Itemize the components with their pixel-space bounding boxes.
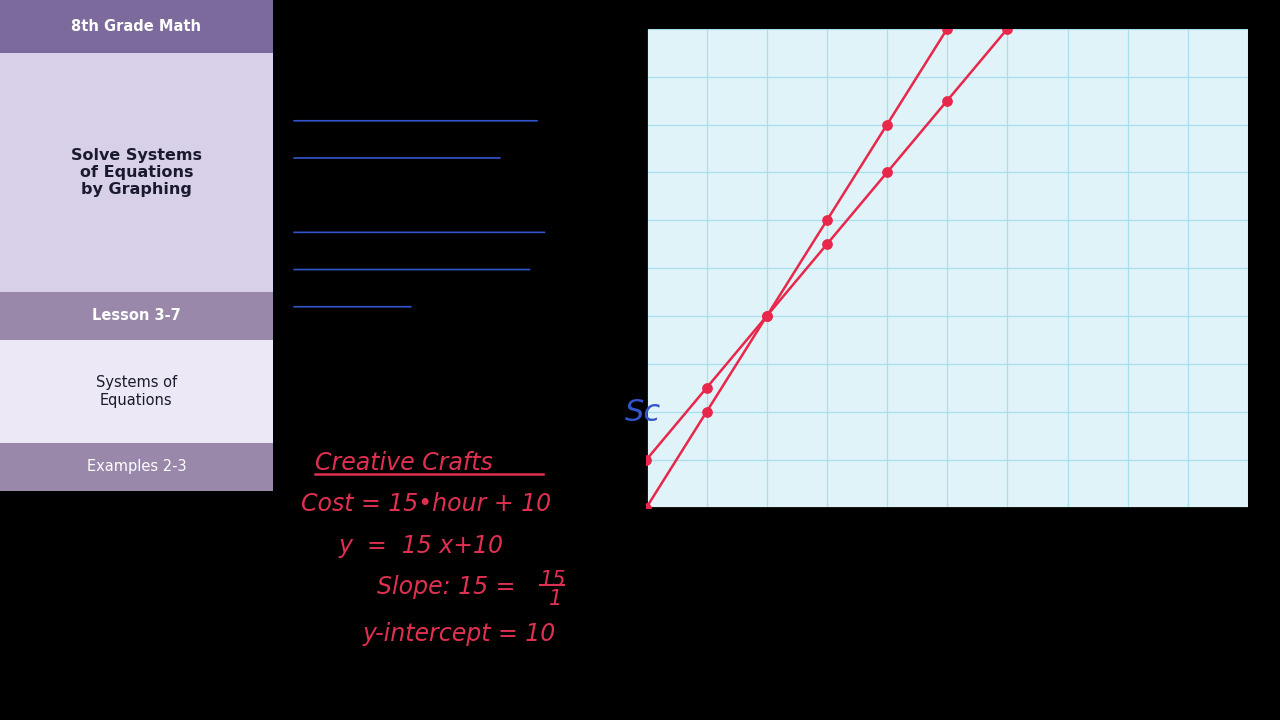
Point (877, 167, 897, 179)
Text: Systems of
Equations: Systems of Equations (96, 375, 177, 408)
Text: for $15 per hour plus: for $15 per hour plus (292, 90, 465, 105)
Bar (0, 491, 273, 720)
Text: Scrapbooks Incorporated: Scrapbooks Incorporated (292, 165, 497, 180)
Text: charges. Write and solve a: charges. Write and solve a (292, 276, 509, 292)
Bar (0, 0, 273, 53)
Text: c.  Creative Crafts  gives: c. Creative Crafts gives (292, 16, 493, 31)
Text: Examples 2-3: Examples 2-3 (87, 459, 186, 474)
Point (877, 119, 897, 130)
Text: Slope: 15 =: Slope: 15 = (376, 575, 522, 598)
Text: scrapbooking lessons: scrapbooking lessons (292, 53, 467, 68)
X-axis label: Hours: Hours (922, 534, 973, 549)
Point (696, 382, 717, 394)
Text: Interpret the solution.: Interpret the solution. (292, 388, 471, 402)
Text: y-intercept = 10: y-intercept = 10 (362, 622, 556, 646)
Text: 8th Grade Math: 8th Grade Math (72, 19, 201, 34)
Text: represents the situation.: represents the situation. (292, 351, 493, 366)
Text: Solve Systems
of Equations
by Graphing: Solve Systems of Equations by Graphing (70, 148, 202, 197)
Text: Cost = 15•hour + 10: Cost = 15•hour + 10 (301, 492, 552, 516)
Point (817, 215, 837, 226)
Text: system of equations that: system of equations that (292, 313, 497, 328)
Text: y  =  15 x+10: y = 15 x+10 (339, 534, 504, 558)
Point (937, 23, 957, 35)
Point (997, 23, 1018, 35)
Point (636, 454, 657, 466)
Y-axis label: Total Cost: Total Cost (591, 226, 607, 310)
Text: Lesson 3-7: Lesson 3-7 (92, 308, 180, 323)
Point (756, 310, 777, 322)
Text: Creative Crafts: Creative Crafts (315, 451, 493, 474)
Bar (0, 443, 273, 491)
Text: 1: 1 (549, 589, 562, 609)
Point (817, 238, 837, 250)
Bar (0, 53, 273, 292)
Text: gives lessons for $20 per: gives lessons for $20 per (292, 202, 498, 217)
Point (756, 310, 777, 322)
Bar (0, 340, 273, 443)
Text: a $10 supply charge.: a $10 supply charge. (292, 127, 465, 143)
Point (636, 502, 657, 513)
Text: Sc: Sc (625, 398, 660, 427)
Point (696, 406, 717, 418)
Bar (0, 292, 273, 340)
Point (937, 95, 957, 107)
Text: hour with no additional: hour with no additional (292, 239, 481, 254)
Text: 15: 15 (540, 570, 567, 590)
